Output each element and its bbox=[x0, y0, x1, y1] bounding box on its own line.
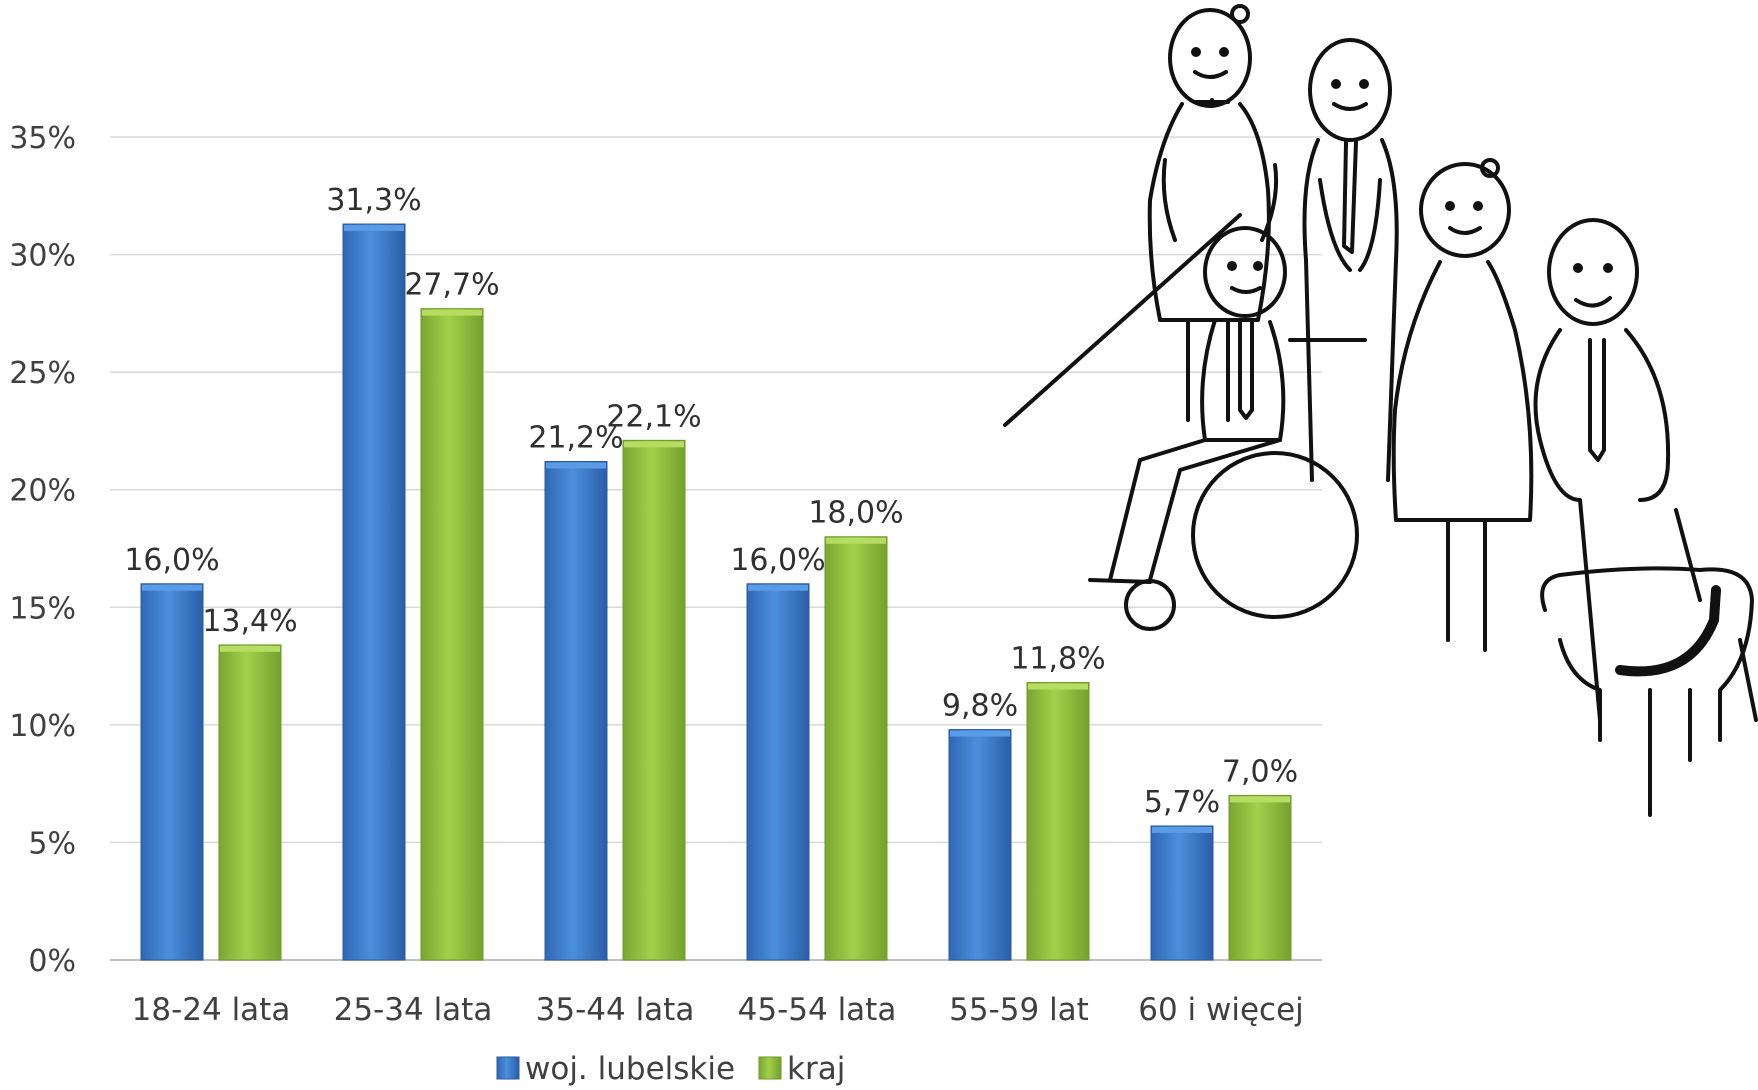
bar-kraj bbox=[420, 308, 484, 961]
bar-cap bbox=[1230, 796, 1290, 803]
bar-cap bbox=[220, 645, 280, 652]
x-tick-label: 55-59 lat bbox=[949, 992, 1089, 1028]
legend: woj. lubelskie kraj bbox=[496, 1051, 845, 1087]
bar-cap bbox=[950, 730, 1010, 737]
data-labels: 16,0% 13,4% 31,3% 27,7% 21,2%22,1% 16,0% 18,0%… bbox=[124, 183, 1298, 820]
data-label: 31,3% bbox=[326, 183, 421, 218]
bar-cap bbox=[344, 225, 404, 232]
bar-cap bbox=[1152, 826, 1212, 833]
data-label: 13,4% bbox=[202, 604, 297, 639]
data-label: 16,0% bbox=[730, 543, 825, 578]
bar-cap bbox=[826, 537, 886, 544]
y-tick-label: 25% bbox=[9, 356, 76, 391]
data-label: 7,0% bbox=[1222, 754, 1298, 789]
data-label: 16,0% bbox=[124, 543, 219, 578]
data-label: 18,0% bbox=[808, 496, 903, 531]
y-tick-label: 20% bbox=[9, 474, 76, 509]
data-label: 11,8% bbox=[1010, 642, 1105, 677]
data-label: 22,1% bbox=[606, 399, 701, 434]
bar-cap bbox=[624, 441, 684, 448]
bar-kraj bbox=[824, 536, 888, 961]
y-tick-label: 10% bbox=[9, 709, 76, 744]
people-with-disabilities-sketch-icon bbox=[1003, 4, 1758, 817]
legend-swatch bbox=[496, 1056, 520, 1080]
y-tick-label: 35% bbox=[9, 121, 76, 156]
data-label: 5,7% bbox=[1144, 785, 1220, 820]
bars bbox=[140, 223, 1292, 961]
gridlines bbox=[110, 136, 1322, 961]
bar-woj-lubelskie bbox=[544, 460, 608, 961]
bar-cap bbox=[422, 309, 482, 316]
bar-woj-lubelskie bbox=[1150, 825, 1214, 961]
bar-cap bbox=[1028, 683, 1088, 690]
legend-label: kraj bbox=[787, 1051, 845, 1087]
y-tick-label: 0% bbox=[28, 944, 76, 979]
y-tick-label: 30% bbox=[9, 239, 76, 274]
bar-kraj bbox=[622, 439, 686, 961]
bar-woj-lubelskie bbox=[746, 583, 810, 961]
x-tick-label: 45-54 lata bbox=[738, 992, 897, 1028]
x-tick-label: 25-34 lata bbox=[334, 992, 493, 1028]
bar-woj-lubelskie bbox=[342, 223, 406, 961]
x-tick-label: 60 i więcej bbox=[1138, 992, 1304, 1028]
bar-kraj bbox=[1026, 682, 1090, 961]
legend-label: woj. lubelskie bbox=[525, 1051, 735, 1087]
data-label: 27,7% bbox=[404, 268, 499, 303]
bar-woj-lubelskie bbox=[140, 583, 204, 961]
x-tick-label: 35-44 lata bbox=[536, 992, 695, 1028]
bar-woj-lubelskie bbox=[948, 729, 1012, 961]
bar-kraj bbox=[218, 644, 282, 961]
x-tick-label: 18-24 lata bbox=[132, 992, 291, 1028]
bar-kraj bbox=[1228, 794, 1292, 961]
y-tick-label: 5% bbox=[28, 826, 76, 861]
bar-cap bbox=[748, 584, 808, 591]
data-label: 9,8% bbox=[942, 689, 1018, 724]
bar-cap bbox=[142, 584, 202, 591]
y-tick-label: 15% bbox=[9, 591, 76, 626]
x-axis: 18-24 lata 25-34 lata 35-44 lata 45-54 lata… bbox=[132, 992, 1304, 1028]
bar-cap bbox=[546, 462, 606, 469]
y-axis: 0% 5% 10% 15% 20% 25% 30% 35% bbox=[9, 121, 76, 979]
legend-swatch bbox=[758, 1056, 782, 1080]
data-label: 21,2% bbox=[528, 420, 623, 455]
